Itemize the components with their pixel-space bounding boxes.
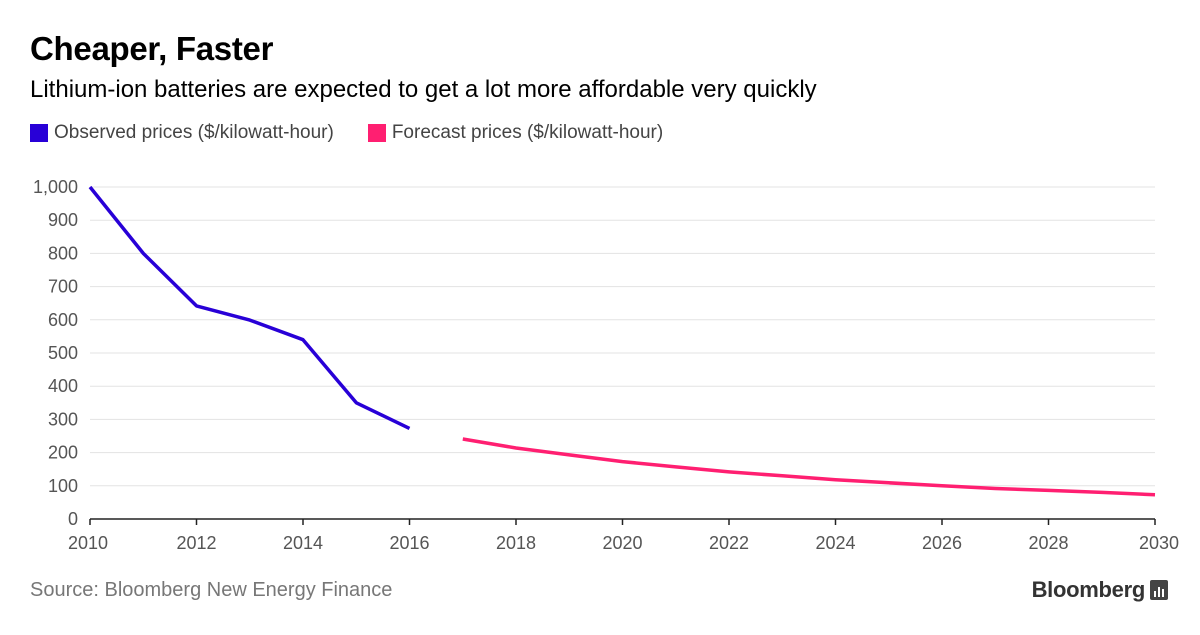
legend-item-observed: Observed prices ($/kilowatt-hour) <box>30 122 334 144</box>
chart-legend: Observed prices ($/kilowatt-hour) Foreca… <box>30 122 663 144</box>
x-tick-label-2028: 2028 <box>1028 533 1068 553</box>
x-tick-label-2030: 2030 <box>1139 533 1179 553</box>
brand-name: Bloomberg <box>1031 577 1146 602</box>
chart-title: Cheaper, Faster <box>30 30 274 67</box>
legend-swatch-observed <box>30 124 48 142</box>
x-tick-label-2010: 2010 <box>68 533 108 553</box>
brand-logo: Bloomberg <box>1032 577 1168 603</box>
source-note: Source: Bloomberg New Energy Finance <box>30 579 393 601</box>
grid-lines <box>90 186 1155 487</box>
series-line-forecast <box>462 437 1156 497</box>
y-tick-label-500: 500 <box>48 343 78 363</box>
legend-item-forecast: Forecast prices ($/kilowatt-hour) <box>367 122 664 144</box>
legend-label-observed: Observed prices ($/kilowatt-hour) <box>54 122 334 143</box>
y-axis-tick-labels: 0 100 200 300 400 500 600 700 800 900 1,000 <box>33 177 78 529</box>
legend-swatch-forecast <box>367 124 386 142</box>
chart-subtitle: Lithium-ion batteries are expected to ge… <box>30 76 817 103</box>
y-tick-label-800: 800 <box>48 243 78 263</box>
x-tick-label-2024: 2024 <box>815 533 855 553</box>
x-tick-label-2020: 2020 <box>602 533 642 553</box>
y-tick-label-900: 900 <box>48 210 78 230</box>
x-tick-label-2012: 2012 <box>176 533 216 553</box>
x-tick-label-2022: 2022 <box>709 533 749 553</box>
y-tick-label-700: 700 <box>48 277 78 297</box>
x-tick-label-2018: 2018 <box>496 533 536 553</box>
y-tick-label-200: 200 <box>48 443 78 463</box>
y-tick-label-400: 400 <box>48 376 78 396</box>
y-tick-label-300: 300 <box>48 409 78 429</box>
y-tick-label-0: 0 <box>68 509 78 529</box>
x-tick-label-2026: 2026 <box>922 533 962 553</box>
y-tick-label-1000: 1,000 <box>33 177 78 197</box>
x-tick-label-2014: 2014 <box>283 533 323 553</box>
y-tick-label-600: 600 <box>48 310 78 330</box>
y-tick-label-100: 100 <box>48 476 78 496</box>
x-axis: 2010 2012 2014 2016 2018 2020 2022 2024 2026 2028… <box>68 518 1179 553</box>
data-series <box>88 185 1156 497</box>
series-line-observed <box>88 185 411 430</box>
x-tick-label-2016: 2016 <box>389 533 429 553</box>
legend-label-forecast: Forecast prices ($/kilowatt-hour) <box>391 122 664 143</box>
bloomberg-terminal-icon <box>1150 580 1168 600</box>
